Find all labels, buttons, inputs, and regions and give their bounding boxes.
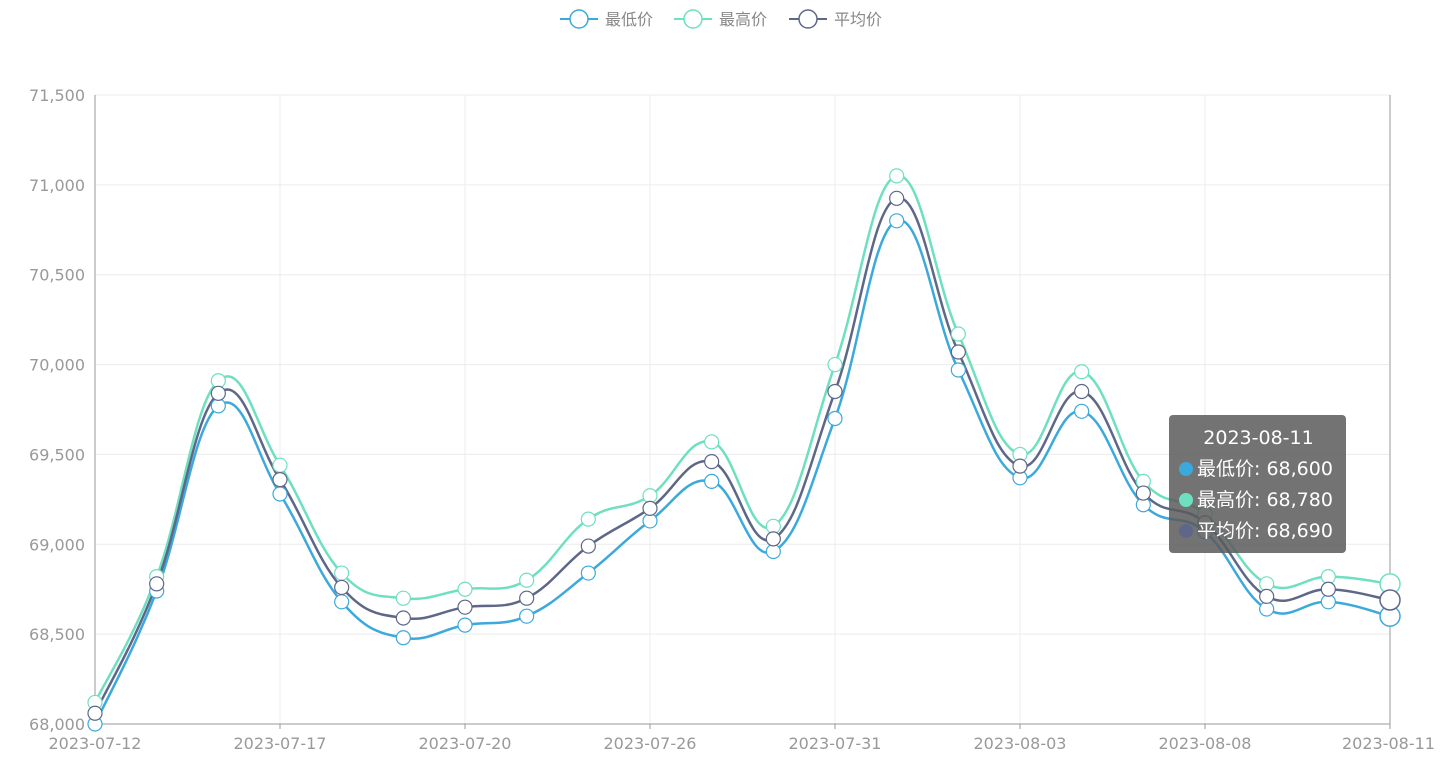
tooltip: 2023-08-11 最低价: 68,600 最高价: 68,780 平均价: … (1169, 415, 1346, 553)
tooltip-min-text: 最低价: 68,600 (1197, 458, 1333, 480)
point-max-2023-07-31[interactable] (827, 356, 843, 373)
x-tick-label: 2023-08-08 (1159, 734, 1252, 753)
tooltip-row-avg: 平均价: 68,690 (1179, 516, 1338, 547)
y-tick-label: 68,500 (29, 625, 85, 644)
point-max-2023-08-02[interactable] (950, 326, 966, 342)
tooltip-max-text: 最高价: 68,780 (1197, 489, 1333, 511)
point-min-2023-07-24[interactable] (580, 565, 596, 581)
point-max-2023-08-10[interactable] (1320, 569, 1336, 585)
point-min-2023-08-09[interactable] (1259, 601, 1275, 617)
x-tick-label: 2023-07-26 (604, 734, 697, 753)
point-avg-2023-07-18[interactable] (334, 579, 350, 596)
tooltip-dot-max (1179, 493, 1193, 507)
x-tick-label: 2023-08-11 (1342, 734, 1435, 753)
point-min-2023-07-21[interactable] (519, 608, 535, 624)
point-min-2023-07-19[interactable] (395, 630, 411, 646)
grid-lines (94, 94, 1391, 725)
point-min-2023-07-18[interactable] (334, 594, 350, 610)
point-avg-2023-07-26[interactable] (642, 500, 658, 516)
legend-label-avg: 平均价 (834, 10, 882, 29)
legend-marker-min (569, 9, 589, 29)
legend-item-avg[interactable]: 平均价 (789, 9, 882, 29)
point-avg-2023-07-21[interactable] (519, 590, 535, 606)
point-avg-2023-07-24[interactable] (580, 538, 596, 554)
x-tick-label: 2023-07-31 (789, 734, 882, 753)
point-min-2023-07-26[interactable] (642, 513, 658, 529)
legend-label-min: 最低价 (605, 10, 653, 29)
point-avg-2023-08-01[interactable] (889, 190, 905, 206)
x-tick-label: 2023-07-17 (234, 734, 327, 753)
legend-marker-max (683, 9, 703, 29)
point-max-2023-07-18[interactable] (334, 565, 350, 581)
tooltip-avg-text: 平均价: 68,690 (1197, 520, 1333, 542)
legend[interactable]: 最低价 最高价 平均价 (560, 9, 882, 29)
tooltip-dot-min (1179, 462, 1193, 476)
tooltip-row-max: 最高价: 68,780 (1179, 485, 1338, 516)
legend-item-min[interactable]: 最低价 (560, 9, 653, 29)
point-max-2023-07-27[interactable] (704, 434, 720, 450)
point-max-2023-07-21[interactable] (519, 572, 535, 588)
x-tick-label: 2023-08-03 (974, 734, 1067, 753)
y-tick-label: 71,000 (29, 176, 85, 195)
point-min-2023-07-17[interactable] (272, 486, 288, 502)
point-min-2023-08-01[interactable] (889, 213, 905, 229)
point-avg-2023-07-20[interactable] (457, 599, 473, 615)
point-avg-2023-07-19[interactable] (395, 610, 411, 626)
x-tick-label: 2023-07-20 (419, 734, 512, 753)
point-max-2023-07-28[interactable] (765, 518, 781, 534)
point-avg-2023-08-04[interactable] (1074, 383, 1090, 400)
point-max-2023-08-09[interactable] (1259, 576, 1275, 592)
point-avg-2023-07-17[interactable] (272, 471, 288, 488)
point-min-2023-07-27[interactable] (704, 473, 720, 489)
y-tick-label: 68,000 (29, 715, 85, 734)
y-tick-label: 71,500 (29, 86, 85, 105)
tooltip-date: 2023-08-11 (1203, 427, 1314, 449)
y-tick-label: 70,500 (29, 266, 85, 285)
point-max-2023-08-01[interactable] (889, 168, 905, 184)
point-min-2023-08-04[interactable] (1074, 403, 1090, 419)
y-tick-label: 69,000 (29, 535, 85, 554)
legend-item-max[interactable]: 最高价 (674, 9, 767, 29)
point-avg-2023-08-10[interactable] (1320, 581, 1336, 597)
point-min-2023-07-28[interactable] (765, 543, 781, 560)
point-avg-2023-07-15[interactable] (210, 385, 226, 401)
tooltip-row-min: 最低价: 68,600 (1179, 454, 1338, 485)
point-max-2023-07-15[interactable] (210, 373, 226, 389)
y-tick-label: 70,000 (29, 356, 85, 375)
point-min-2023-07-20[interactable] (457, 617, 473, 633)
axes: 68,000 68,500 69,000 69,500 70,000 70,500 71,0… (29, 86, 1435, 753)
point-avg-2023-07-28[interactable] (765, 531, 781, 547)
point-max-2023-07-20[interactable] (457, 581, 473, 597)
y-tick-label: 69,500 (29, 445, 85, 464)
point-avg-2023-08-09[interactable] (1259, 588, 1275, 605)
tooltip-dot-avg (1179, 524, 1193, 538)
legend-label-max: 最高价 (719, 10, 767, 29)
point-max-2023-07-19[interactable] (395, 590, 411, 606)
point-min-2023-08-10[interactable] (1320, 594, 1336, 610)
point-avg-2023-08-11[interactable] (1379, 589, 1401, 611)
point-max-2023-08-04[interactable] (1074, 364, 1090, 380)
point-avg-2023-08-03[interactable] (1012, 458, 1028, 474)
x-tick-label: 2023-07-12 (49, 734, 142, 753)
point-min-2023-08-02[interactable] (950, 362, 966, 378)
legend-marker-avg (798, 9, 818, 29)
point-max-2023-07-24[interactable] (580, 511, 596, 527)
point-max-2023-07-26[interactable] (642, 488, 658, 504)
point-min-2023-07-15[interactable] (210, 398, 226, 414)
point-avg-2023-08-07[interactable] (1135, 485, 1151, 501)
point-avg-2023-07-27[interactable] (704, 454, 720, 470)
point-avg-2023-07-12[interactable] (87, 705, 103, 721)
point-avg-2023-08-02[interactable] (950, 344, 966, 360)
point-avg-2023-07-31[interactable] (827, 383, 843, 400)
point-avg-2023-07-13[interactable] (149, 576, 165, 592)
point-max-2023-07-17[interactable] (272, 457, 288, 473)
point-min-2023-07-31[interactable] (827, 410, 843, 427)
